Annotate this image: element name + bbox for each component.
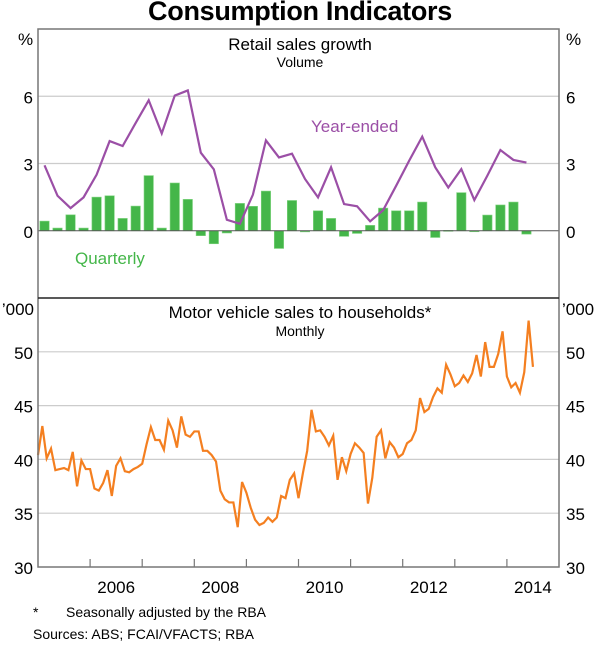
quarterly-bar [91, 196, 102, 232]
x-tick-label: 2006 [97, 578, 135, 597]
quarterly-bar [273, 230, 284, 249]
quarterly-bar [391, 210, 402, 232]
quarterly-bar [521, 230, 532, 235]
y-tick-label-left: 50 [14, 344, 33, 363]
quarterly-bar [482, 214, 493, 232]
y-unit-left-bottom: ’000 [2, 300, 34, 319]
x-tick-label: 2010 [306, 578, 344, 597]
quarterly-bar [117, 218, 128, 232]
y-tick-label-left: 0 [24, 223, 33, 242]
motor-vehicle-panel: Motor vehicle sales to households* Month… [2, 300, 594, 578]
footnote-seasonal: * Seasonally adjusted by the RBA [33, 604, 266, 620]
quarterly-bar [417, 201, 428, 232]
y-tick-label-right: 6 [566, 88, 575, 107]
quarterly-bar [247, 206, 258, 232]
quarterly-bar [430, 230, 441, 238]
quarterly-bar [39, 220, 50, 232]
y-tick-label-left: 3 [24, 156, 33, 175]
y-tick-label-left: 35 [14, 505, 33, 524]
quarterly-bar [326, 218, 337, 232]
quarterly-bar [508, 201, 519, 232]
x-tick-label: 2008 [201, 578, 239, 597]
legend-quarterly: Quarterly [75, 249, 145, 268]
y-tick-label-right: 40 [566, 451, 585, 470]
y-unit-left-top: % [18, 30, 33, 49]
y-tick-label-left: 45 [14, 398, 33, 417]
panel-title-retail: Retail sales growth [228, 35, 372, 54]
quarterly-bar [208, 230, 219, 245]
panel-title-motor: Motor vehicle sales to households* [169, 303, 432, 322]
quarterly-bar [143, 175, 154, 232]
quarterly-bar [104, 195, 115, 232]
quarterly-bar [260, 190, 271, 232]
y-tick-label-left: 40 [14, 451, 33, 470]
chart-title: Consumption Indicators [148, 0, 452, 26]
y-tick-label-right: 3 [566, 156, 575, 175]
footnote-star-text: Seasonally adjusted by the RBA [66, 604, 267, 620]
footnote-sources: Sources: ABS; FCAI/VFACTS; RBA [33, 626, 254, 642]
y-tick-label-right: 30 [566, 559, 585, 578]
quarterly-bar [495, 204, 506, 232]
year-ended-line [43, 88, 527, 226]
y-tick-label-right: 0 [566, 223, 575, 242]
y-tick-label-left: 6 [24, 88, 33, 107]
panel-subtitle-monthly: Monthly [275, 323, 324, 339]
quarterly-bar [339, 230, 350, 237]
panel-subtitle-volume: Volume [277, 54, 324, 70]
motor-vehicle-sales-line [36, 320, 535, 528]
footnote-star-mark: * [33, 604, 39, 620]
y-tick-label-right: 45 [566, 398, 585, 417]
quarterly-bar [65, 214, 76, 232]
x-tick-label: 2012 [410, 578, 448, 597]
legend-year-ended: Year-ended [311, 117, 398, 136]
y-tick-label-left: 30 [14, 559, 33, 578]
quarterly-bar [169, 182, 180, 232]
quarterly-bar [313, 210, 324, 232]
quarterly-bar [456, 192, 467, 232]
quarterly-bar [195, 230, 206, 236]
y-tick-label-right: 50 [566, 344, 585, 363]
y-unit-right-bottom: ’000 [562, 300, 594, 319]
quarterly-bar [130, 205, 141, 232]
x-tick-label: 2014 [514, 578, 552, 597]
quarterly-bar [182, 199, 193, 232]
quarterly-bar [365, 225, 376, 232]
y-unit-right-top: % [566, 30, 581, 49]
quarterly-bar [286, 200, 297, 232]
y-tick-label-right: 35 [566, 505, 585, 524]
quarterly-bar [404, 210, 415, 232]
retail-sales-panel: Retail sales growth Volume Year-ended Qu… [18, 30, 581, 268]
